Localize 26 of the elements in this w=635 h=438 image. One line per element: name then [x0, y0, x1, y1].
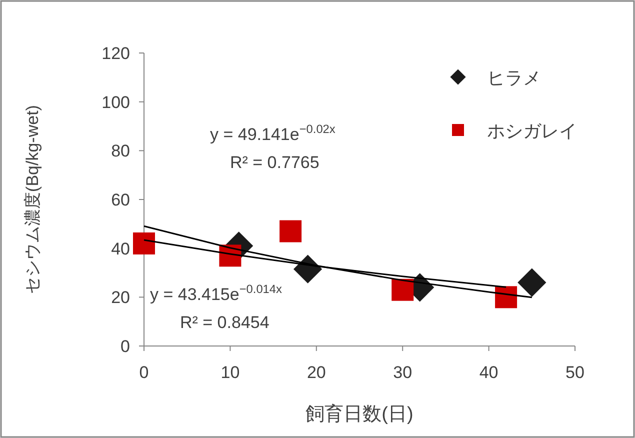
y-axis-title: セシウム濃度(Bq/kg-wet) — [23, 105, 42, 294]
x-tick-label: 0 — [139, 363, 149, 382]
x-tick-label: 20 — [306, 363, 326, 382]
point — [133, 232, 155, 254]
legend-label: ヒラメ — [487, 68, 541, 88]
annotation: y = 43.415e$^{−0.014x}$ — [150, 282, 282, 304]
annotation: y = 49.141e$^{−0.02x}$ — [210, 122, 336, 144]
y-tick-label: 40 — [111, 239, 130, 258]
point — [392, 278, 414, 301]
legend-label: ホシガレイ — [487, 121, 577, 141]
x-tick-label: 40 — [479, 363, 498, 382]
annotation: R² = 0.8454 — [180, 313, 270, 332]
x-axis-title: 飼育日数(日) — [306, 403, 414, 425]
point — [280, 220, 302, 242]
point — [495, 286, 518, 308]
y-tick-label: 120 — [102, 44, 130, 63]
x-tick-label: 30 — [393, 363, 412, 382]
x-tick-label: 10 — [220, 363, 240, 382]
y-tick-label: 0 — [120, 337, 130, 356]
point — [518, 268, 546, 297]
y-tick-label: 80 — [111, 142, 130, 161]
y-tick-label: 60 — [111, 190, 130, 210]
annotation: R² = 0.7765 — [230, 153, 320, 172]
y-tick-label: 100 — [102, 92, 130, 112]
y-tick-label: 20 — [111, 288, 130, 308]
x-tick-label: 50 — [566, 363, 584, 382]
